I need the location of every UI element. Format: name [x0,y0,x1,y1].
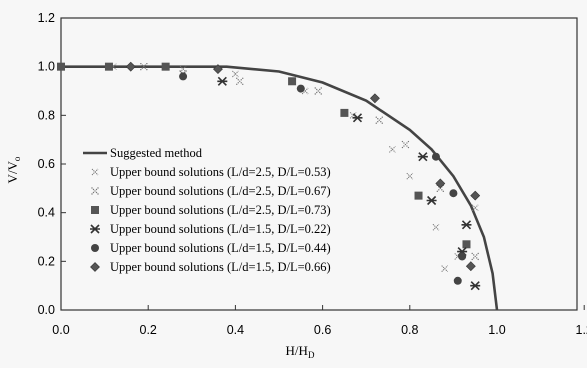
data-point-s1 [232,70,239,78]
data-point-s3 [161,62,170,71]
legend-marker [91,187,99,195]
legend-marker [91,244,99,252]
y-tick-label: 1.0 [38,60,55,74]
data-point-s3 [462,240,471,249]
y-tick-label: 1.2 [38,11,55,25]
data-point-s3 [414,191,423,200]
y-tick-label: 0.4 [38,206,55,220]
data-point-s4 [461,220,472,230]
data-point-s4 [352,113,363,123]
x-tick-label: 0.6 [314,323,331,337]
data-point-s1 [471,204,479,212]
data-point-s6 [465,261,476,272]
legend-label: Upper bound solutions (L/d=1.5, D/L=0.22… [110,222,331,236]
data-point-s1 [406,172,414,180]
data-point-s6 [125,61,136,72]
legend: Suggested method Upper bound solutions (L… [83,146,331,274]
data-point-s2 [140,62,148,71]
x-tick-label: 0.8 [401,323,418,337]
legend-marker [91,168,99,176]
y-tick-label: 0.0 [38,303,55,317]
data-point-s5 [453,276,462,285]
data-point-s3 [104,62,113,71]
legend-marker [90,224,100,234]
data-point-s1 [441,265,449,272]
data-point-s5 [296,84,305,93]
data-point-s6 [213,64,223,75]
x-tick-label: 1.0 [488,323,505,337]
legend-marker [91,206,99,214]
legend-marker [90,262,100,272]
legend-label: Upper bound solutions (L/d=2.5, D/L=0.67… [110,184,331,198]
data-point-s1 [109,63,117,71]
x-tick-label: 1.2 [576,323,587,337]
data-point-s6 [470,190,481,201]
y-tick-label: 0.8 [38,108,55,122]
data-point-s4 [217,76,228,86]
legend-label: Upper bound solutions (L/d=2.5, D/L=0.73… [110,203,331,217]
data-point-s2 [314,87,322,95]
legend-label: Upper bound solutions (L/d=1.5, D/L=0.44… [110,241,331,255]
data-point-s1 [179,65,187,73]
data-point-s2 [401,140,410,149]
data-point-s3 [57,62,65,71]
x-axis-label: H/HD [286,343,315,360]
data-point-s5 [458,252,467,261]
data-point-s4 [426,195,437,206]
data-point-s6 [435,178,446,189]
x-tick-label: 0.0 [52,323,69,337]
data-point-s1 [432,223,440,231]
x-tick-label: 0.2 [140,323,157,337]
data-point-s2 [471,252,479,261]
y-tick-label: 0.6 [38,157,55,171]
data-point-s4 [417,152,428,162]
data-point-s1 [301,87,309,95]
data-point-s4 [470,281,481,291]
suggested-method-line [61,65,499,311]
data-point-s1 [389,146,396,153]
y-axis-label: V/Vo [5,156,22,183]
data-point-s3 [288,77,297,86]
data-point-s5 [431,152,440,161]
legend-label: Suggested method [110,146,203,160]
x-tick-label: 0.4 [227,323,244,337]
data-point-s3 [340,108,349,117]
y-tick-label: 0.2 [38,254,55,268]
data-point-s5 [449,189,458,198]
data-point-s2 [375,116,383,124]
legend-label: Upper bound solutions (L/d=1.5, D/L=0.66… [110,260,331,274]
legend-label: Upper bound solutions (L/d=2.5, D/L=0.53… [110,165,331,179]
data-point-s6 [369,93,380,104]
data-point-s2 [236,77,244,85]
data-point-s5 [179,72,188,81]
